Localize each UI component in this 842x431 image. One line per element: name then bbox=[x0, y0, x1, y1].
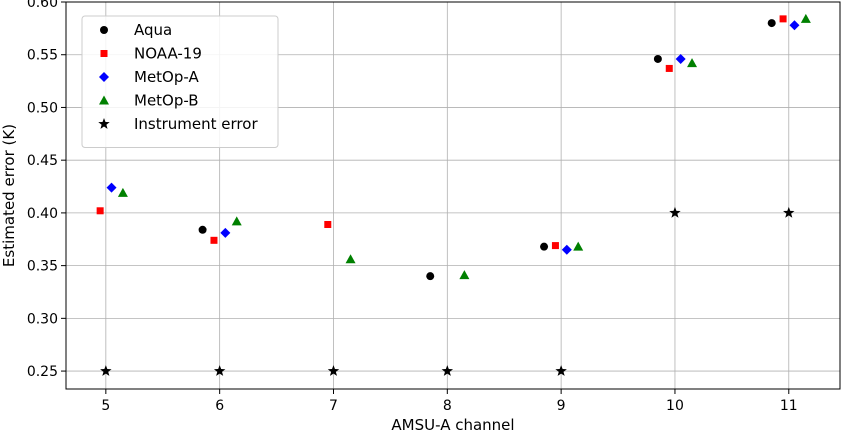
point-instrument-error bbox=[669, 206, 681, 218]
y-tick-label: 0.25 bbox=[27, 364, 58, 380]
x-tick-label: 6 bbox=[215, 398, 224, 414]
x-tick-label: 5 bbox=[101, 398, 110, 414]
y-tick-label: 0.40 bbox=[27, 206, 58, 222]
legend-marker-metop-b bbox=[99, 95, 109, 105]
x-tick-label: 11 bbox=[780, 398, 798, 414]
point-noaa-19 bbox=[665, 64, 673, 72]
point-aqua bbox=[426, 272, 435, 281]
grid bbox=[66, 1, 840, 389]
y-tick-label: 0.55 bbox=[27, 48, 58, 64]
axis-ticks: 5 6 7 8 9 10 11 0.25 0.30 0.35 0.40 0.45 0.50 0.55 0.6… bbox=[27, 0, 798, 414]
point-metop-b bbox=[573, 241, 584, 251]
legend: Aqua NOAA-19 MetOp-A MetOp-B Instrument erro… bbox=[81, 15, 279, 148]
point-noaa-19 bbox=[96, 207, 104, 215]
point-metop-b bbox=[800, 13, 811, 23]
data-points bbox=[96, 13, 811, 376]
x-tick-label: 7 bbox=[329, 398, 338, 414]
y-tick-label: 0.45 bbox=[27, 153, 58, 169]
point-instrument-error bbox=[441, 365, 454, 376]
plot-frame bbox=[65, 1, 841, 390]
y-axis-label: Estimated error (K) bbox=[0, 124, 18, 267]
point-metop-b bbox=[345, 254, 356, 264]
legend-label-aqua: Aqua bbox=[134, 21, 172, 39]
legend-label-metop-b: MetOp-B bbox=[134, 92, 199, 110]
point-instrument-error bbox=[327, 365, 340, 376]
point-instrument-error bbox=[783, 206, 795, 218]
point-noaa-19 bbox=[324, 220, 332, 228]
point-metop-a bbox=[561, 244, 572, 255]
legend-marker-metop-a bbox=[99, 72, 109, 82]
y-tick-label: 0.50 bbox=[27, 100, 58, 116]
point-aqua bbox=[540, 242, 549, 251]
point-metop-b bbox=[231, 216, 242, 226]
point-noaa-19 bbox=[210, 236, 218, 244]
point-metop-a bbox=[220, 227, 231, 238]
legend-label-instrument-error: Instrument error bbox=[134, 115, 258, 133]
point-metop-b bbox=[687, 58, 698, 68]
point-noaa-19 bbox=[551, 242, 559, 250]
point-noaa-19 bbox=[779, 15, 787, 23]
legend-label-metop-a: MetOp-A bbox=[134, 68, 199, 86]
point-metop-a bbox=[789, 20, 800, 31]
x-tick-label: 9 bbox=[557, 398, 566, 414]
point-aqua bbox=[198, 225, 207, 234]
point-instrument-error bbox=[100, 365, 112, 376]
legend-box bbox=[81, 15, 279, 148]
legend-label-noaa-19: NOAA-19 bbox=[134, 45, 202, 63]
x-axis-label: AMSU-A channel bbox=[391, 416, 514, 431]
y-tick-label: 0.35 bbox=[27, 259, 58, 275]
point-metop-a bbox=[675, 53, 686, 64]
point-instrument-error bbox=[555, 365, 567, 376]
point-metop-b bbox=[459, 270, 470, 280]
point-aqua bbox=[653, 54, 662, 63]
y-tick-label: 0.30 bbox=[27, 311, 58, 327]
point-metop-b bbox=[117, 187, 128, 197]
point-aqua bbox=[767, 19, 776, 28]
legend-marker-noaa-19 bbox=[100, 50, 108, 57]
x-tick-label: 10 bbox=[666, 398, 684, 414]
legend-marker-instrument-error bbox=[98, 118, 110, 129]
y-tick-label: 0.60 bbox=[27, 0, 58, 11]
point-metop-a bbox=[106, 182, 117, 193]
legend-marker-aqua bbox=[100, 26, 108, 34]
x-tick-label: 8 bbox=[443, 398, 452, 414]
point-instrument-error bbox=[213, 365, 226, 376]
